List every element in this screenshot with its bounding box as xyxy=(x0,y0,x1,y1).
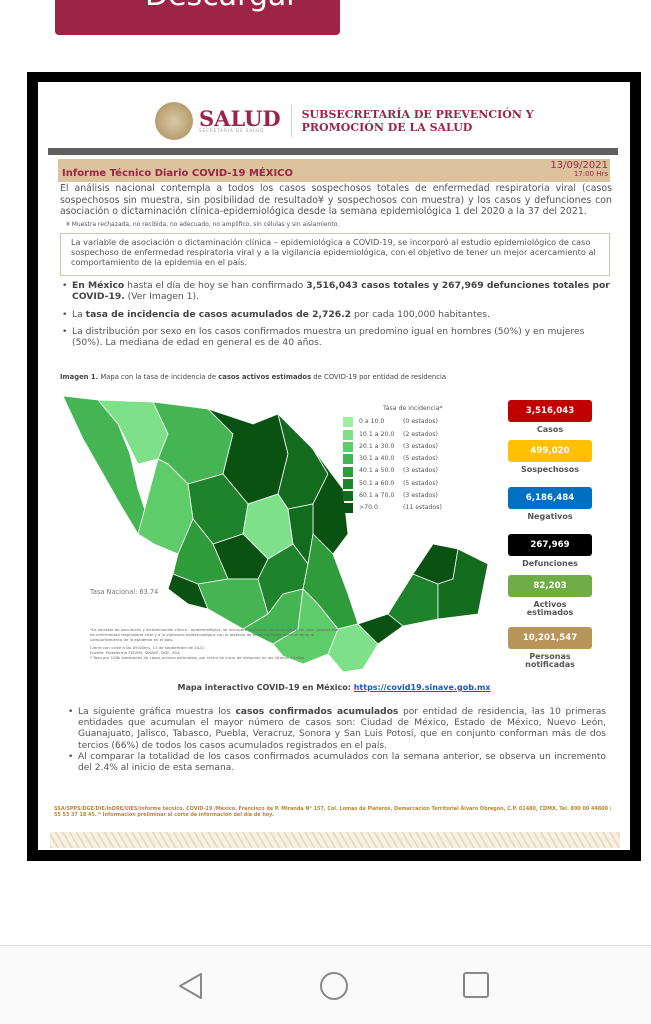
stat-label: Activos estimados xyxy=(526,600,574,618)
note-box: La variable de asociación o dictaminació… xyxy=(60,233,610,276)
stat-label: Defunciones xyxy=(522,559,578,568)
legend-row: 20.1 a 30.0 (3 estados) xyxy=(343,441,443,453)
mexico-incidence-map xyxy=(62,395,489,673)
list-item: La tasa de incidencia de casos acumulado… xyxy=(60,309,612,321)
image-caption: Imagen 1. Mapa con la tasa de incidencia… xyxy=(60,373,447,381)
legend-swatch xyxy=(343,417,353,428)
stat-value: 82,203 xyxy=(508,575,592,597)
stat-card: 499,020 Sospechosos xyxy=(508,440,592,474)
intro-text: El análisis nacional contempla a todos l… xyxy=(60,183,612,218)
report-time: 17:00 Hrs xyxy=(573,170,608,178)
stat-card: 267,969 Defunciones xyxy=(508,534,592,568)
list-item: En México hasta el día de hoy se han con… xyxy=(60,280,612,303)
report-title: Informe Técnico Diario COVID-19 MÉXICO xyxy=(62,167,294,179)
android-nav-bar xyxy=(0,945,651,1024)
map-notes: *La variable de asociación y dictaminaci… xyxy=(90,627,339,661)
legend-swatch xyxy=(343,503,353,514)
summary-bullets: En México hasta el día de hoy se han con… xyxy=(60,280,612,355)
stat-label: Casos xyxy=(536,425,564,434)
page-footer: SSA/SPPS/DGE/DIE/InDRE/UIES/Informe técn… xyxy=(54,806,612,819)
seal-icon xyxy=(155,102,193,140)
legend-row: 0 a 10.0 (0 estados) xyxy=(343,416,443,428)
recents-button[interactable] xyxy=(461,971,491,1001)
header-logo: SALUD SECRETARÍA DE SALUD SUBSECRETARÍA D… xyxy=(155,102,534,140)
legend-swatch xyxy=(343,441,353,452)
legend-swatch xyxy=(343,478,353,489)
decorative-pattern xyxy=(50,832,620,848)
legend-row: 10.1 a 20.0 (2 estados) xyxy=(343,429,443,441)
stat-value: 3,516,043 xyxy=(508,400,592,422)
interactive-map-link[interactable]: https://covid19.sinave.gob.mx xyxy=(353,683,491,692)
footnote: ¥ Muestra rechazada, no recibida, no ade… xyxy=(66,221,340,228)
stat-value: 6,186,484 xyxy=(508,487,592,509)
legend-swatch xyxy=(343,454,353,465)
stat-value: 267,969 xyxy=(508,534,592,556)
legend-row: >70.0 (11 estados) xyxy=(343,502,443,514)
report-page: SALUD SECRETARÍA DE SALUD SUBSECRETARÍA D… xyxy=(38,82,630,850)
list-item: La distribución por sexo en los casos co… xyxy=(60,326,612,349)
list-item: Al comparar la totalidad de los casos co… xyxy=(66,752,606,774)
national-rate: Tasa Nacional: 63.74 xyxy=(90,588,159,596)
interactive-map-line: Mapa interactivo COVID-19 en México: htt… xyxy=(177,683,491,692)
analysis-bullets: La siguiente gráfica muestra los casos c… xyxy=(66,707,606,780)
legend-row: 30.1 a 40.0 (5 estados) xyxy=(343,453,443,465)
legend-row: 40.1 a 50.0 (3 estados) xyxy=(343,465,443,477)
legend-row: 60.1 a 70.0 (3 estados) xyxy=(343,490,443,502)
stat-card: 82,203 Activos estimados xyxy=(508,575,592,618)
stat-card: 10,201,547 Personas notificadas xyxy=(508,627,592,670)
stat-card: 6,186,484 Negativos xyxy=(508,487,592,521)
back-button[interactable] xyxy=(176,971,206,1001)
stat-value: 499,020 xyxy=(508,440,592,462)
stat-value: 10,201,547 xyxy=(508,627,592,649)
legend-swatch xyxy=(343,466,353,477)
divider xyxy=(48,148,618,155)
report-date: 13/09/2021 xyxy=(550,160,608,171)
stat-label: Negativos xyxy=(527,512,573,521)
title-bar: Informe Técnico Diario COVID-19 MÉXICO 1… xyxy=(58,159,610,182)
stat-card: 3,516,043 Casos xyxy=(508,400,592,434)
legend-swatch xyxy=(343,491,353,502)
map-legend: Tasa de incidencia* 0 a 10.0 (0 estados) 1… xyxy=(343,405,443,515)
home-button[interactable] xyxy=(318,971,350,1003)
legend-row: 50.1 a 60.0 (5 estados) xyxy=(343,478,443,490)
stat-label: Sospechosos xyxy=(520,465,580,474)
legend-swatch xyxy=(343,429,353,440)
download-button[interactable]: Descargar xyxy=(55,0,340,35)
stat-label: Personas notificadas xyxy=(525,652,575,670)
list-item: La siguiente gráfica muestra los casos c… xyxy=(66,707,606,752)
